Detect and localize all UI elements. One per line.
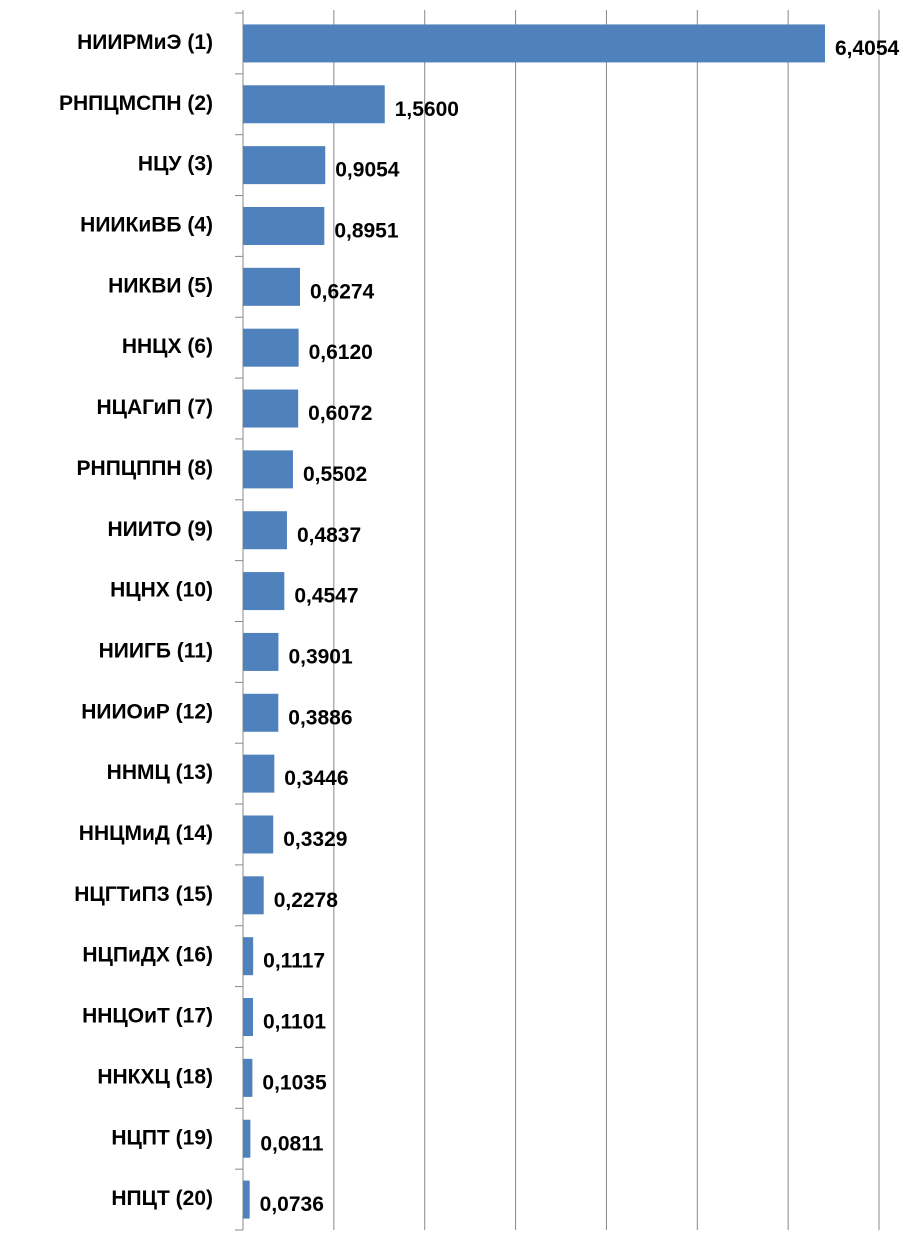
value-label: 0,9054 <box>335 159 400 182</box>
bar <box>243 1058 253 1097</box>
bar <box>243 206 325 245</box>
y-tick-label: НЦПиДХ (16) <box>82 944 213 967</box>
value-label: 0,1101 <box>263 1011 326 1034</box>
value-label: 0,1117 <box>263 950 325 973</box>
y-tick-label: НЦУ (3) <box>138 153 213 176</box>
bar <box>243 85 385 124</box>
value-label: 0,2278 <box>274 889 339 912</box>
bar <box>243 754 275 793</box>
bar <box>243 1119 251 1158</box>
y-tick-label: НИИТО (9) <box>108 518 214 541</box>
bar <box>243 389 299 428</box>
bar <box>243 267 301 306</box>
bar <box>243 146 326 185</box>
value-label: 0,0811 <box>260 1132 323 1155</box>
y-tick-label: ННЦХ (6) <box>122 335 213 358</box>
value-label: 0,4547 <box>294 585 358 608</box>
bar <box>243 511 287 550</box>
bar <box>243 328 299 367</box>
y-tick-label: НЦГТиПЗ (15) <box>74 883 213 906</box>
y-tick-label: ННКХЦ (18) <box>97 1065 213 1088</box>
y-tick-label: НИКВИ (5) <box>108 274 213 297</box>
value-label: 0,6120 <box>309 341 373 364</box>
value-label: 0,3446 <box>284 767 348 790</box>
y-tick-label: НИИОиР (12) <box>81 700 213 723</box>
value-label: 0,4837 <box>297 524 361 547</box>
bar <box>243 998 254 1037</box>
value-label: 0,1035 <box>262 1071 327 1094</box>
value-label: 0,0736 <box>260 1193 324 1216</box>
value-label: 0,6274 <box>310 280 375 303</box>
bar <box>243 1180 250 1219</box>
value-label: 1,5600 <box>395 98 459 121</box>
bar <box>243 937 254 976</box>
y-tick-label: РНПЦППН (8) <box>77 457 213 480</box>
bar <box>243 632 279 671</box>
y-tick-label: НИИКиВБ (4) <box>80 214 213 237</box>
bar <box>243 572 285 611</box>
y-tick-label: НИИРМиЭ (1) <box>77 31 213 54</box>
y-tick-label: НЦАГиП (7) <box>96 396 213 419</box>
value-label: 0,5502 <box>303 463 367 486</box>
bar <box>243 815 274 854</box>
bar <box>243 24 825 63</box>
y-tick-label: ННЦМиД (14) <box>79 822 213 845</box>
y-tick-label: НЦНХ (10) <box>110 579 213 602</box>
value-label: 0,3901 <box>288 645 353 668</box>
value-label: 0,8951 <box>334 220 399 243</box>
bar <box>243 450 293 489</box>
y-tick-label: ННМЦ (13) <box>107 761 213 784</box>
bar <box>243 876 264 915</box>
y-tick-label: НЦПТ (19) <box>111 1126 213 1149</box>
y-tick-label: НПЦТ (20) <box>111 1187 213 1210</box>
value-label: 0,3329 <box>283 828 347 851</box>
value-label: 6,4054 <box>835 37 900 60</box>
value-label: 0,3886 <box>288 706 352 729</box>
value-label: 0,6072 <box>308 402 372 425</box>
y-tick-label: ННЦОиТ (17) <box>82 1005 213 1028</box>
y-tick-label: НИИГБ (11) <box>99 639 213 662</box>
bar <box>243 693 279 732</box>
y-tick-label: РНПЦМСПН (2) <box>59 92 213 115</box>
